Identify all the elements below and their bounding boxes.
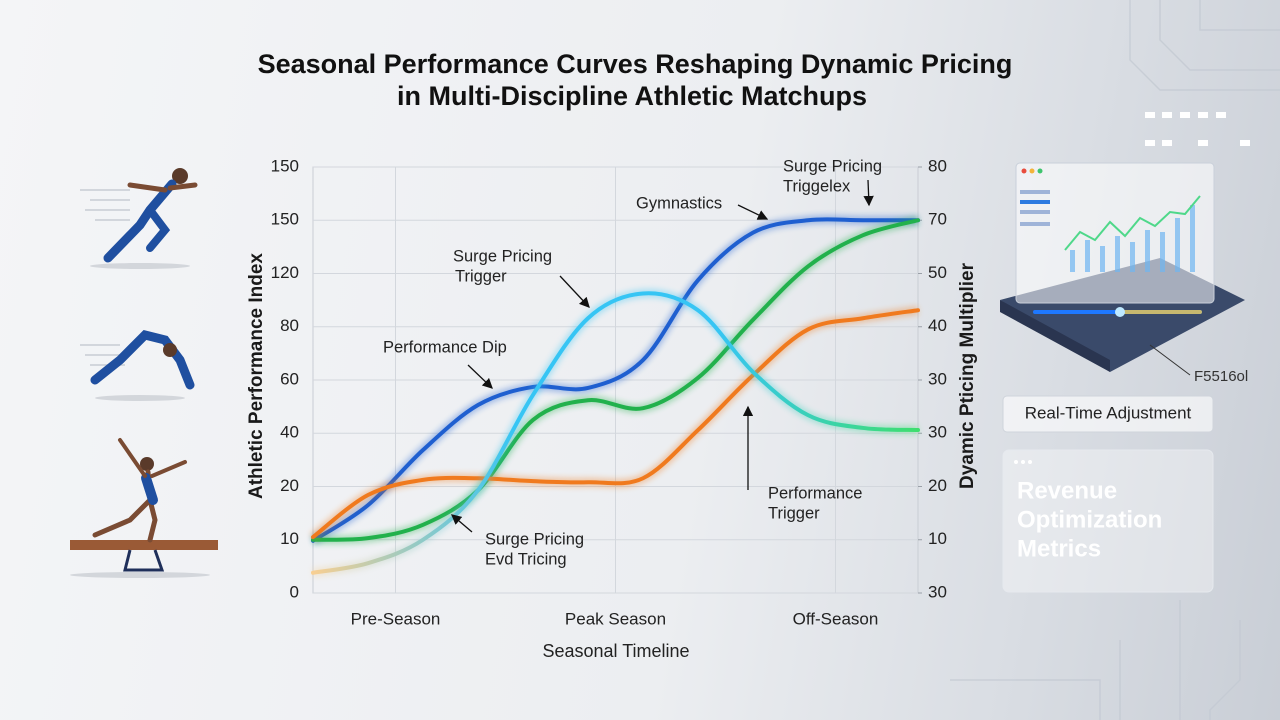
adjust-button[interactable]: [1002, 395, 1214, 433]
y2-tick-label: 30: [928, 423, 947, 442]
card-dots: [1014, 460, 1032, 464]
annotation: Evd Tricing: [485, 550, 567, 568]
grid: 0 10 20 40 60 80 120 150 150 30 10 20 30 30 40 50 70 80 Pr…: [271, 156, 947, 628]
athlete-runner: [80, 168, 198, 269]
y-axis-title: Athletic Performance Index: [246, 253, 267, 499]
athlete-gymnast: [80, 330, 195, 401]
y2-tick-label: 20: [928, 476, 947, 495]
plot: [310, 214, 920, 578]
series-line: [311, 308, 920, 540]
metrics-card: [1002, 449, 1214, 593]
card-title: Metrics: [1017, 535, 1101, 562]
x-tick-label: Peak Season: [565, 609, 666, 628]
series-line: [311, 217, 920, 543]
y2-tick-label: 40: [928, 316, 947, 335]
dots-decor: [1145, 112, 1250, 146]
annotation: Gymnastics: [636, 194, 722, 212]
annotation: Surge Pricing: [783, 157, 882, 175]
x-tick-label: Off-Season: [793, 609, 879, 628]
chart-title: in Multi-Discipline Athletic Matchups: [397, 81, 867, 111]
annotation: Surge Pricing: [485, 530, 584, 548]
circuit-decor: [950, 0, 1280, 720]
x-tick-label: Pre-Season: [351, 609, 441, 628]
y-tick-label: 150: [271, 210, 299, 229]
annotation: Triggelex: [783, 177, 851, 195]
y2-tick-label: 80: [928, 156, 947, 175]
y-tick-label: 150: [271, 156, 299, 175]
annotations: Surge Pricing Triggelex Gymnastics Surge Pr…: [383, 157, 882, 568]
annotation-arrow: [559, 275, 590, 308]
device-label: F5516ol: [1194, 368, 1248, 385]
device: [1000, 162, 1245, 376]
chart-title: Seasonal Performance Curves Reshaping Dy…: [258, 49, 1013, 79]
y-tick-label: 0: [290, 582, 299, 601]
annotation-arrow: [467, 364, 493, 389]
adjust-button-label: Real-Time Adjustment: [1025, 403, 1192, 422]
annotation-arrow: [863, 179, 874, 207]
annotation-arrow: [451, 514, 473, 533]
annotation: Performance: [768, 484, 862, 502]
y-tick-label: 20: [280, 476, 299, 495]
x-axis-title: Seasonal Timeline: [542, 641, 689, 661]
series-line: [311, 218, 920, 542]
series-line: [311, 291, 920, 575]
y2-tick-label: 50: [928, 263, 947, 282]
y2-tick-label: 30: [928, 582, 947, 601]
card-title: Optimization: [1017, 506, 1162, 533]
athlete-beam: [70, 438, 218, 578]
card-title: Revenue: [1017, 477, 1117, 504]
y-tick-label: 60: [280, 369, 299, 388]
annotation-arrow: [737, 204, 769, 220]
y2-tick-label: 70: [928, 210, 947, 229]
annotation: Surge Pricing: [453, 247, 552, 265]
y-tick-label: 10: [280, 529, 299, 548]
y2-axis-title: Dyamic Pticing Multiplier: [957, 262, 978, 489]
y2-tick-label: 10: [928, 529, 947, 548]
y-tick-label: 120: [271, 263, 299, 282]
y-tick-label: 80: [280, 316, 299, 335]
annotation: Trigger: [455, 267, 507, 285]
annotation: Trigger: [768, 504, 820, 522]
annotation: Performance Dip: [383, 338, 507, 356]
y2-tick-label: 30: [928, 369, 947, 388]
y-tick-label: 40: [280, 423, 299, 442]
